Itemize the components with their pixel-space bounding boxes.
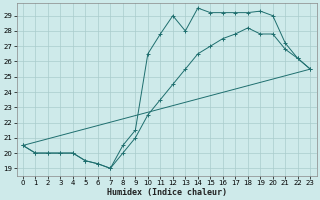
X-axis label: Humidex (Indice chaleur): Humidex (Indice chaleur) bbox=[107, 188, 227, 197]
